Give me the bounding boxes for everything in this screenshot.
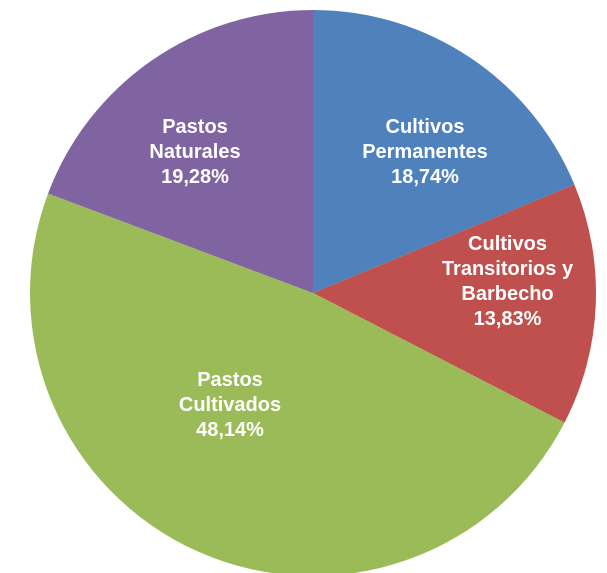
category-label: Pastos Cultivados [178,369,282,416]
slice-label: Pastos Naturales 19,28% [125,115,265,190]
pie-slice [313,10,575,293]
pie-slice [313,184,596,423]
value-label: 19,28% [161,166,229,188]
slice-label: Pastos Cultivados 48,14% [155,368,305,443]
value-label: 13,83% [473,308,542,330]
category-label: Cultivos Permanentes [362,116,488,163]
pie-slice [30,193,565,573]
slice-label: Cultivos Permanentes 18,74% [350,115,500,190]
value-label: 18,74% [391,166,459,188]
pie-slice [48,10,314,293]
category-label: Cultivos Transitorios y Barbecho [441,233,574,305]
value-label: 48,14% [196,419,264,441]
slice-label: Cultivos Transitorios y Barbecho 13,83% [420,232,595,332]
category-label: Pastos Naturales [149,116,241,163]
